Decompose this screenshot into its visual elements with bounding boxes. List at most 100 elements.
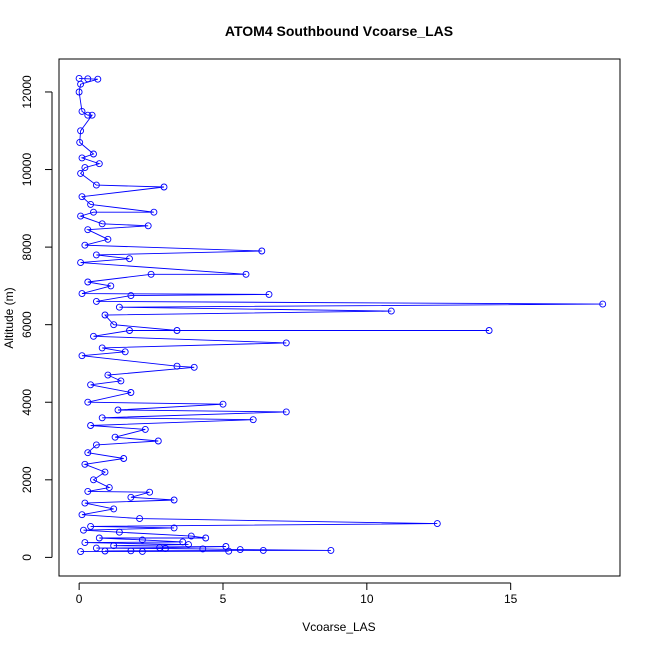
data-point (84, 487, 92, 495)
data-point (111, 433, 119, 441)
data-point (115, 528, 123, 536)
data-point (185, 541, 192, 549)
data-point (219, 400, 227, 408)
data-point (107, 282, 115, 290)
x-axis-label: Vcoarse_LAS (302, 620, 375, 634)
data-point (77, 169, 85, 177)
data-point (173, 362, 181, 370)
data-point (101, 547, 109, 555)
data-point (110, 542, 118, 550)
y-tick-label: 10000 (20, 153, 34, 187)
data-point (77, 259, 85, 267)
plot-frame (58, 58, 621, 577)
x-tick-label: 0 (76, 592, 83, 606)
data-point (265, 290, 273, 298)
data-point (259, 546, 267, 554)
data-point (92, 441, 100, 449)
data-point (170, 496, 178, 504)
data-point (485, 327, 493, 334)
data-point (78, 290, 86, 298)
data-point (84, 449, 92, 457)
data-series (75, 74, 607, 556)
data-point (121, 348, 129, 356)
data-point (147, 270, 155, 278)
data-point (127, 493, 135, 501)
data-point (84, 226, 92, 234)
data-point (78, 107, 86, 115)
data-point (110, 321, 118, 329)
data-point (84, 398, 92, 406)
data-point (146, 488, 154, 496)
data-point (78, 511, 86, 519)
data-point (76, 138, 84, 146)
y-tick-label: 8000 (20, 233, 34, 260)
x-tick-label: 5 (220, 592, 227, 606)
data-point (138, 547, 146, 555)
x-axis: 0 5 10 15 (76, 582, 518, 606)
data-point (78, 154, 86, 162)
data-point (87, 381, 95, 389)
data-point (387, 307, 395, 315)
data-point (115, 303, 123, 311)
data-point (75, 88, 83, 96)
data-point (90, 150, 97, 158)
data-point (117, 377, 125, 385)
data-point (141, 425, 149, 433)
data-point (77, 127, 85, 135)
data-point (98, 414, 106, 422)
data-point (88, 111, 96, 119)
data-point (138, 536, 146, 544)
data-point (77, 80, 85, 88)
data-point (78, 352, 86, 360)
data-point (77, 212, 85, 220)
y-axis-label: Altitude (m) (2, 287, 16, 348)
data-point (81, 164, 89, 172)
data-point (161, 545, 169, 552)
data-point (81, 241, 89, 249)
data-point (258, 247, 266, 255)
data-point (249, 416, 257, 424)
data-point (92, 181, 100, 189)
data-point (105, 484, 113, 492)
series-line (78, 77, 603, 553)
data-point (136, 515, 144, 523)
data-point (199, 545, 207, 553)
data-point (95, 160, 103, 168)
data-point (92, 544, 100, 552)
data-point (154, 437, 162, 445)
data-point (81, 460, 89, 468)
data-point (80, 526, 87, 534)
data-point (144, 222, 152, 230)
data-point (150, 208, 158, 216)
data-point (87, 200, 95, 208)
data-point (90, 208, 97, 216)
data-point (110, 505, 118, 513)
data-point (95, 534, 103, 542)
x-tick-label: 15 (504, 592, 518, 606)
data-point (81, 499, 89, 507)
data-point (101, 468, 109, 476)
data-point (87, 422, 95, 429)
data-point (127, 547, 135, 555)
data-point (90, 476, 97, 484)
data-point (127, 389, 135, 396)
data-point (84, 278, 92, 286)
y-tick-label: 2000 (20, 466, 34, 493)
data-point (282, 408, 290, 416)
data-point (77, 548, 85, 556)
data-point (242, 270, 250, 278)
data-point (160, 183, 168, 191)
data-point (173, 327, 181, 334)
data-point (187, 532, 195, 540)
data-point (114, 406, 122, 414)
data-point (104, 235, 112, 243)
data-point (120, 455, 128, 462)
data-point (126, 255, 133, 263)
data-point (225, 547, 233, 555)
data-point (92, 297, 100, 305)
data-point (126, 327, 133, 334)
data-point (327, 546, 335, 554)
data-point (90, 332, 97, 340)
